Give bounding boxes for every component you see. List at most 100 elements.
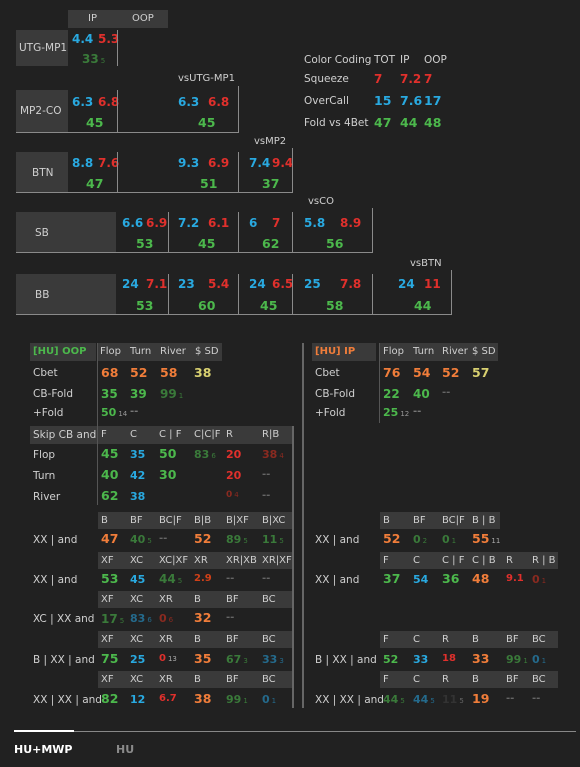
col-header: R	[442, 634, 449, 645]
col-header: C | F	[442, 555, 465, 566]
stat-value: 8.9	[340, 216, 362, 230]
stat-value: 50	[159, 446, 177, 461]
row-label: B | XX | and	[33, 654, 95, 666]
stat-value: 68	[101, 365, 119, 380]
stat-sample: 1	[541, 657, 547, 665]
stat-value: 51	[200, 176, 218, 191]
stat-sample: 3	[279, 657, 284, 665]
active-tab-indicator	[14, 730, 74, 732]
stat-value: 6	[249, 216, 258, 230]
stat-value: 52	[383, 531, 401, 546]
vs-label: vsBTN	[410, 258, 442, 269]
stat-value: 45	[101, 446, 119, 461]
stat-value: 9.1	[506, 573, 524, 584]
stat-value: 53	[136, 236, 154, 251]
row-label: +Fold	[33, 407, 64, 419]
legend-value: 48	[424, 115, 442, 130]
stat-value: --	[262, 490, 271, 501]
stat-value: 24	[249, 277, 266, 291]
stat-sample: 11	[491, 537, 501, 545]
stat-value: 7.1	[146, 277, 168, 291]
col-header: R|B	[262, 429, 280, 440]
stat-value: 0	[159, 653, 166, 664]
stat-value: 33	[82, 52, 99, 66]
stat-value: 11	[262, 533, 278, 546]
legend-row-label: Fold vs 4Bet	[304, 117, 369, 129]
stat-value: 48	[472, 571, 490, 586]
stat-value: 7.6	[98, 156, 120, 170]
stat-value: --	[413, 406, 422, 417]
col-header: BF	[413, 515, 426, 526]
col-header: C | F	[159, 429, 182, 440]
col-header: B	[472, 674, 479, 685]
tab-hu-mwp[interactable]: HU+MWP	[14, 743, 73, 756]
legend-title: Color Coding	[304, 54, 372, 66]
col-header: XR	[194, 555, 208, 566]
stat-value: 6.1	[208, 216, 230, 230]
row-label: B | XX | and	[315, 654, 377, 666]
hu-oop-title: [HU] OOP	[33, 346, 87, 357]
row-label-mp2-co: MP2-CO	[20, 105, 62, 117]
stat-value: 45	[198, 236, 216, 251]
col-header: XC	[130, 674, 144, 685]
vs-label: vsUTG-MP1	[178, 73, 235, 84]
tab-hu[interactable]: HU	[116, 743, 135, 756]
col-header: B	[101, 515, 108, 526]
col-header: B	[383, 515, 390, 526]
col-header: BF	[226, 634, 239, 645]
stat-value: 54	[413, 365, 431, 380]
row-label: CB-Fold	[33, 388, 73, 400]
row-label: Cbet	[315, 367, 340, 379]
stat-value: 55	[472, 531, 490, 546]
stat-value: 32	[194, 610, 212, 625]
stat-value: 9.4	[272, 156, 294, 170]
col-header: B|B	[194, 515, 212, 526]
stat-value: 0	[532, 653, 540, 666]
stat-value: 45	[130, 573, 146, 586]
stat-value: --	[226, 612, 235, 623]
stat-value: 45	[260, 298, 278, 313]
stat-value: 83	[130, 612, 146, 625]
stat-value: 7.2	[178, 216, 200, 230]
col-header: R	[506, 555, 513, 566]
col-header: BF	[506, 634, 519, 645]
stat-value: 47	[101, 531, 119, 546]
col-header: R	[226, 429, 233, 440]
stat-sample: 5	[400, 697, 405, 705]
col-header: XC	[130, 555, 144, 566]
stat-value: 18	[442, 653, 456, 664]
stat-value: 35	[130, 448, 146, 461]
stat-value: 37	[262, 176, 280, 191]
legend-value: 7.6	[400, 93, 423, 108]
stat-value: 11	[442, 693, 458, 706]
col-header: XF	[101, 634, 114, 645]
col-header: XR	[159, 594, 173, 605]
stat-value: 38	[130, 490, 146, 503]
stat-sample: 4	[279, 452, 284, 460]
stat-value: --	[262, 573, 271, 584]
col-header: Flop	[100, 346, 121, 357]
stat-sample: 1	[271, 697, 277, 705]
stat-sample: 5	[279, 537, 284, 545]
stat-value: 67	[226, 653, 242, 666]
stat-value: --	[262, 469, 271, 480]
col-header: XF	[101, 555, 114, 566]
stat-value: 35	[194, 651, 212, 666]
legend-value: 44	[400, 115, 418, 130]
stat-value: 40	[101, 467, 119, 482]
stat-value: 7.4	[249, 156, 271, 170]
stat-value: 40	[130, 533, 146, 546]
stat-value: 33	[413, 653, 429, 666]
stat-value: 53	[101, 571, 119, 586]
stat-value: 50	[101, 406, 117, 419]
stat-value: 99	[226, 693, 242, 706]
stat-sample: 1	[451, 537, 457, 545]
stat-value: 6.8	[98, 95, 120, 109]
col-header: XC|XF	[159, 555, 189, 566]
col-header: F	[383, 555, 389, 566]
stat-value: 75	[101, 651, 119, 666]
stat-value: 6.8	[208, 95, 230, 109]
row-label-box	[16, 30, 68, 66]
stat-value: 45	[86, 115, 104, 130]
stat-value: 5.4	[208, 277, 230, 291]
